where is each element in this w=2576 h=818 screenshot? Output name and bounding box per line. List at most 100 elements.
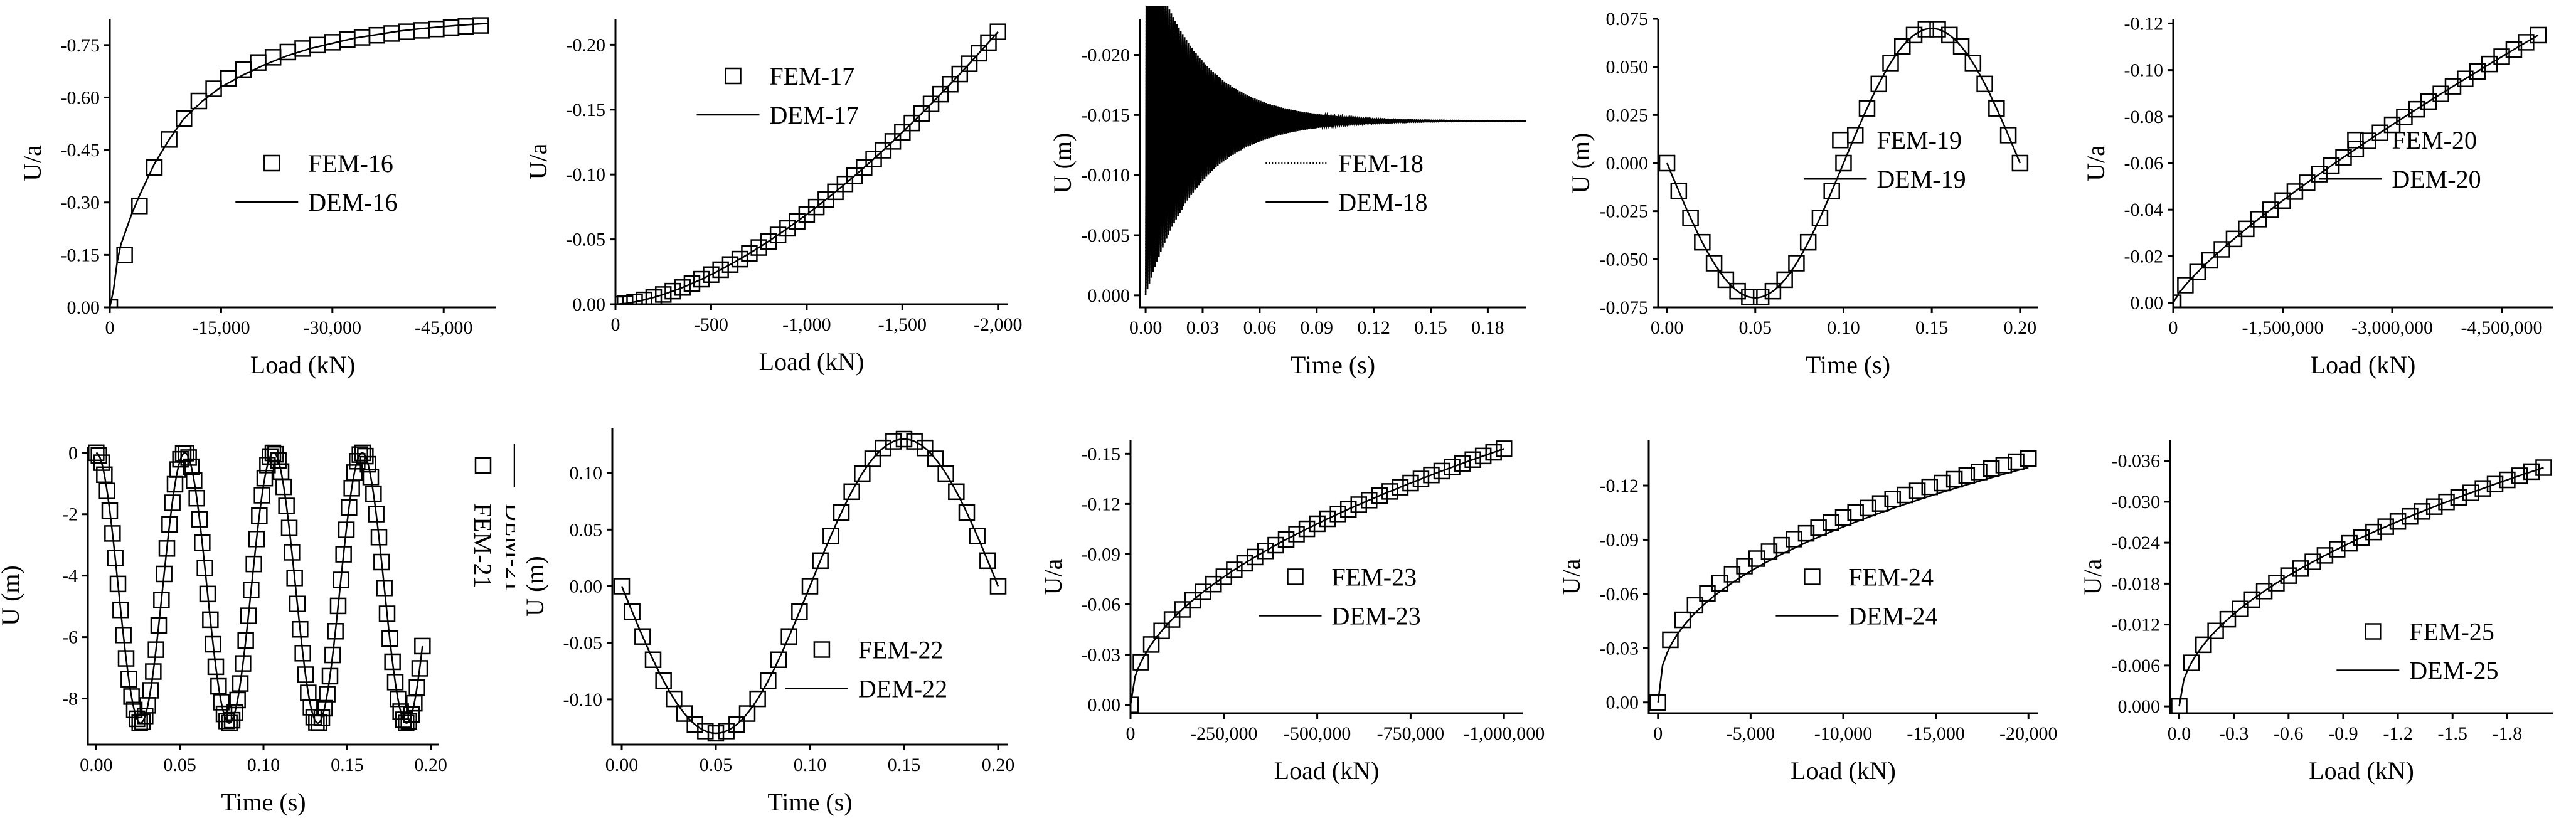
data-point — [472, 17, 489, 34]
data-point — [2425, 498, 2443, 515]
data-point — [329, 597, 347, 615]
data-point — [2486, 475, 2504, 493]
data-point — [769, 226, 787, 243]
y-tick-label: -0.09 — [1600, 529, 1639, 550]
data-point — [1971, 464, 1988, 481]
data-point — [1905, 26, 1923, 44]
data-point — [1267, 536, 1284, 554]
data-point — [142, 682, 159, 699]
data-point — [2304, 553, 2321, 570]
axes-frame — [1647, 440, 2038, 714]
data-point — [188, 489, 205, 507]
chart-panel-22: 0.00 0.05 0.10 0.15 0.20 -0.10 -0.05 0.00 0.05 0.… — [515, 409, 1030, 818]
x-tick-label: 0.06 — [1243, 317, 1277, 338]
data-point — [370, 529, 388, 546]
y-tick-label: -0.018 — [2112, 573, 2161, 594]
data-point — [1999, 127, 2017, 144]
y-tick-label: -0.025 — [1600, 201, 1649, 222]
legend-label: FEM-16 — [308, 149, 393, 178]
data-point — [275, 478, 292, 496]
data-point — [664, 282, 681, 300]
data-point — [280, 519, 298, 536]
y-tick-label: -0.015 — [1082, 105, 1131, 125]
series-line — [620, 438, 999, 735]
y-axis-label: U/a — [18, 145, 46, 181]
y-axis-label: U (m) — [521, 556, 549, 617]
data-point — [676, 705, 693, 722]
y-tick-label: -0.06 — [1082, 595, 1121, 615]
legend-label: DEM-20 — [2392, 165, 2481, 193]
data-point — [98, 482, 115, 499]
y-tick-label: -0.15 — [567, 100, 606, 120]
data-point — [885, 433, 902, 450]
data-point — [147, 641, 164, 658]
chart-svg: 0.00 0.05 0.10 0.15 0.20 -0.075 -0.050 -0.025 0.… — [1567, 9, 2038, 379]
data-point — [235, 655, 252, 672]
data-point — [1810, 519, 1827, 536]
chart-panel-19: 0.00 0.05 0.10 0.15 0.20 -0.075 -0.050 -0.025 0.… — [1545, 0, 2060, 409]
x-tick-label: 0.0 — [2168, 723, 2191, 744]
data-point — [2292, 560, 2309, 577]
data-point — [770, 651, 787, 668]
x-tick-label: 0.00 — [1651, 317, 1684, 338]
data-point — [229, 691, 246, 709]
data-point — [1776, 271, 1793, 289]
data-point — [2299, 174, 2316, 191]
data-point — [875, 142, 892, 159]
data-point — [117, 650, 135, 667]
data-point — [164, 494, 181, 511]
axes-frame — [2169, 440, 2553, 714]
legend-marker — [813, 641, 831, 658]
data-point — [1945, 470, 1963, 488]
x-tick-label: 0.10 — [247, 755, 280, 775]
data-point — [1823, 514, 1839, 531]
data-point — [158, 540, 176, 557]
data-point — [2530, 26, 2547, 44]
data-point — [697, 723, 714, 740]
chart-svg: 0.00 0.05 0.10 0.15 0.20 0 -2 -4 -6 -8 Time (s) U (… — [0, 443, 515, 816]
x-tick-label: -1,500,000 — [2242, 317, 2324, 338]
x-axis-label: Time (s) — [1291, 351, 1375, 379]
data-point — [176, 110, 193, 127]
y-axis-label: U/a — [2078, 558, 2107, 595]
y-tick-label: 0.00 — [573, 294, 606, 315]
data-point — [636, 291, 652, 304]
y-tick-label: 0.050 — [1606, 57, 1649, 78]
data-point — [1717, 271, 1735, 289]
data-point — [1773, 536, 1790, 554]
data-point — [240, 607, 257, 624]
data-point — [324, 646, 341, 664]
y-tick-label: -0.12 — [1082, 494, 1121, 514]
data-point — [442, 19, 460, 36]
data-point — [2238, 220, 2255, 238]
data-point — [237, 632, 254, 649]
y-tick-label: -0.010 — [1082, 165, 1131, 186]
data-point — [120, 671, 137, 688]
data-point — [1835, 154, 1852, 172]
data-point — [980, 34, 997, 51]
data-point — [1257, 543, 1274, 560]
data-point — [948, 483, 965, 501]
y-tick-label: -2 — [62, 504, 78, 525]
axes-frame — [109, 19, 496, 309]
data-point — [104, 525, 121, 542]
data-point — [2438, 493, 2455, 511]
data-point — [1464, 451, 1481, 468]
data-point — [178, 445, 194, 462]
data-point — [264, 49, 282, 66]
data-point — [346, 464, 363, 481]
data-point — [153, 592, 170, 608]
data-point — [398, 714, 415, 731]
y-tick-label: -0.03 — [1082, 645, 1121, 666]
data-point — [822, 528, 839, 544]
data-point — [971, 45, 987, 62]
data-point — [196, 560, 213, 576]
data-point — [1797, 524, 1815, 542]
y-tick-label: 0.00 — [570, 576, 603, 597]
y-tick-label: 0.05 — [570, 519, 603, 540]
chart-svg: 0 -15,000 -30,000 -45,000 0.00 -0.15 -0.30 -0.4… — [18, 17, 496, 379]
axes-frame — [611, 428, 1008, 746]
y-tick-label: -0.05 — [563, 633, 603, 654]
data-point — [1649, 694, 1667, 711]
x-tick-label: -1.5 — [2437, 723, 2467, 744]
